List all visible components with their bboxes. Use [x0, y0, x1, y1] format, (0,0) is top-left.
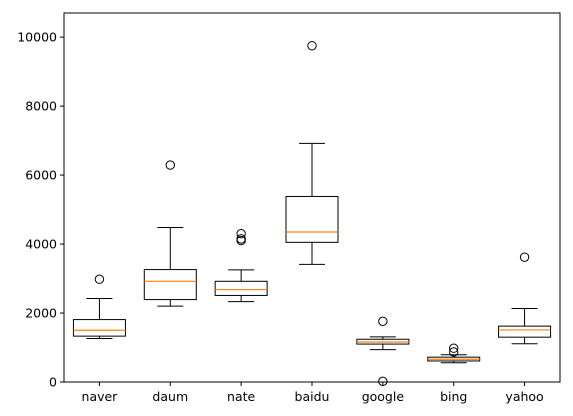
iqr-box-daum — [143, 269, 197, 301]
x-tick-label-daum: daum — [152, 389, 188, 404]
y-tick-label-2000: 2000 — [25, 306, 57, 321]
y-tick-label-6000: 6000 — [25, 168, 57, 183]
plot-area — [72, 41, 552, 387]
flier-nate-1 — [236, 234, 246, 244]
flier-bing-0 — [449, 347, 459, 357]
iqr-box-yahoo — [498, 325, 552, 338]
y-tick-label-10000: 10000 — [17, 30, 57, 45]
iqr-box-naver — [72, 319, 126, 337]
flier-bing-1 — [449, 343, 459, 353]
box-daum — [143, 160, 197, 307]
flier-naver-0 — [94, 274, 105, 284]
flier-google-0 — [378, 316, 388, 327]
box-yahoo — [498, 252, 552, 345]
x-tick-label-google: google — [362, 389, 405, 404]
x-tick-label-naver: naver — [82, 389, 119, 404]
flier-nate-2 — [236, 229, 246, 239]
x-tick-label-baidu: baidu — [295, 389, 330, 404]
x-tick-label-nate: nate — [227, 389, 255, 404]
box-bing — [427, 343, 481, 364]
box-google — [356, 316, 410, 387]
x-axis: naver daum nate baidu google bing yahoo — [82, 382, 544, 404]
x-tick-label-yahoo: yahoo — [505, 389, 543, 404]
flier-daum-0 — [165, 160, 175, 170]
iqr-box-nate — [214, 280, 268, 296]
flier-baidu-0 — [307, 41, 317, 51]
y-axis: 0 2000 4000 6000 8000 10000 — [17, 30, 64, 390]
flier-yahoo-0 — [519, 252, 530, 262]
y-tick-label-4000: 4000 — [25, 237, 57, 252]
y-tick-label-8000: 8000 — [25, 99, 57, 114]
iqr-box-baidu — [285, 195, 339, 243]
box-naver — [72, 274, 126, 340]
box-baidu — [285, 41, 339, 265]
y-tick-label-0: 0 — [49, 375, 57, 390]
box-nate — [214, 229, 268, 303]
x-tick-label-bing: bing — [440, 389, 467, 404]
